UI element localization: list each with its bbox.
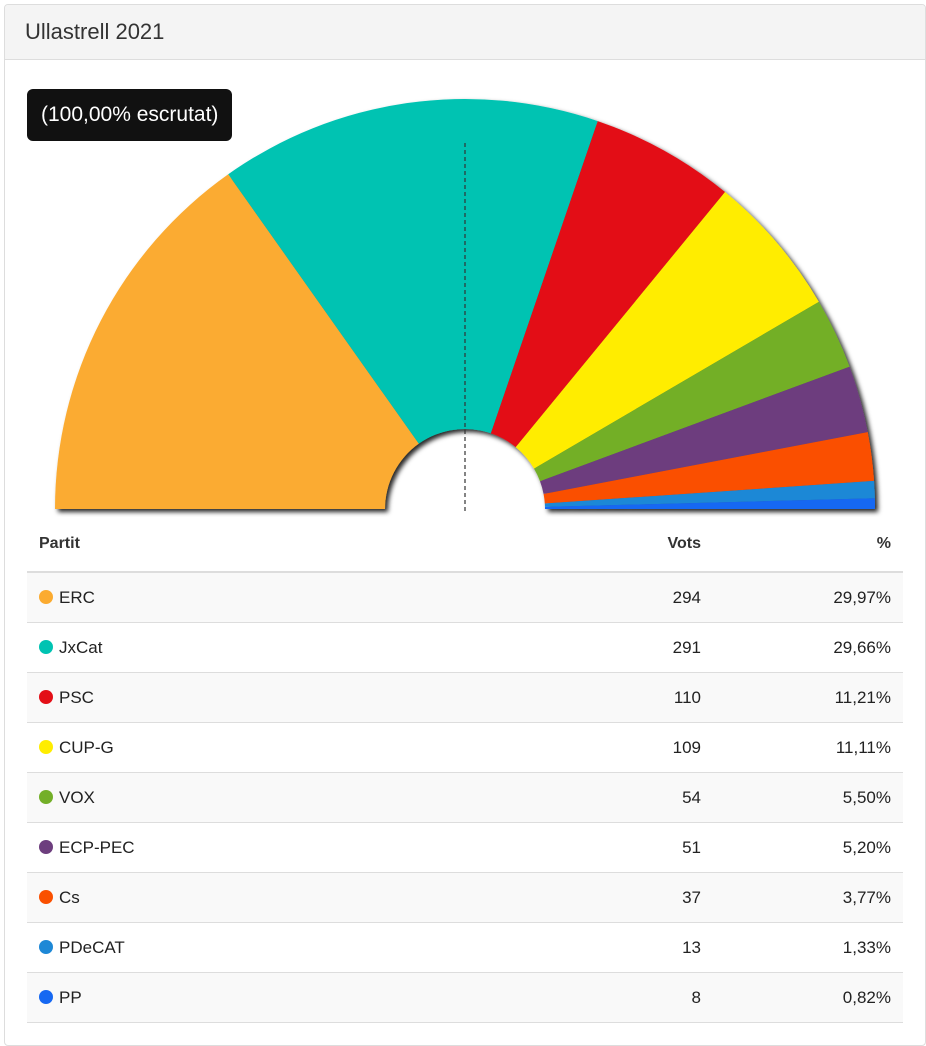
table-body: ERC 294 29,97% JxCat 291 29,66% PSC 110 11,21% CU…	[27, 573, 903, 1023]
slice-pdecat	[544, 480, 875, 507]
slice-cs	[543, 432, 875, 504]
party-color-dot	[39, 989, 53, 1004]
party-pct: 5,50%	[842, 787, 891, 807]
table-row: PP 8 0,82%	[27, 973, 903, 1023]
table-row: Cs 37 3,77%	[27, 873, 903, 923]
row-party: PDeCAT	[27, 938, 541, 958]
header-pct: %	[876, 535, 891, 552]
row-party: CUP-G	[27, 738, 541, 758]
slice-cup-g	[515, 192, 819, 469]
table-row: PDeCAT 13 1,33%	[27, 923, 903, 973]
row-party: PSC	[27, 688, 541, 708]
party-votes: 51	[682, 837, 701, 857]
table-row: ECP-PEC 51 5,20%	[27, 823, 903, 873]
table-row: VOX 54 5,50%	[27, 773, 903, 823]
results-card: Ullastrell 2021 (100,00% escrutat) Parti…	[4, 4, 926, 1046]
slice-pp	[544, 498, 875, 509]
table-row: PSC 110 11,21%	[27, 673, 903, 723]
party-color-dot	[39, 839, 53, 854]
party-name: PSC	[59, 687, 94, 707]
row-party: ERC	[27, 588, 541, 608]
hemicycle-svg	[55, 99, 875, 511]
party-pct: 0,82%	[842, 987, 891, 1007]
party-color-dot	[39, 739, 53, 754]
hemicycle-chart: (100,00% escrutat)	[5, 61, 925, 517]
table-row: JxCat 291 29,66%	[27, 623, 903, 673]
slice-jxcat	[228, 99, 598, 444]
table-row: CUP-G 109 11,11%	[27, 723, 903, 773]
party-color-dot	[39, 689, 53, 704]
row-party: VOX	[27, 788, 541, 808]
party-color-dot	[39, 639, 53, 654]
party-name: JxCat	[59, 637, 103, 657]
row-party: Cs	[27, 888, 541, 908]
party-pct: 1,33%	[842, 937, 891, 957]
scrutiny-badge: (100,00% escrutat)	[27, 89, 233, 141]
table-header: Partit Vots %	[27, 517, 903, 573]
party-name: PP	[59, 987, 82, 1007]
party-pct: 11,21%	[834, 687, 891, 707]
party-pct: 11,11%	[835, 737, 891, 757]
slice-vox	[534, 301, 850, 482]
party-votes: 291	[672, 637, 701, 657]
party-color-dot	[39, 939, 53, 954]
party-color-dot	[39, 589, 53, 604]
party-name: Cs	[59, 887, 80, 907]
header-votes: Vots	[667, 535, 701, 552]
party-votes: 110	[673, 687, 701, 707]
party-pct: 3,77%	[842, 887, 891, 907]
row-party: ECP-PEC	[27, 838, 541, 858]
party-votes: 8	[691, 987, 701, 1007]
party-color-dot	[39, 789, 53, 804]
party-votes: 13	[682, 937, 701, 957]
party-color-dot	[39, 889, 53, 904]
party-name: PDeCAT	[59, 937, 125, 957]
slices-group	[55, 99, 875, 509]
slice-psc	[490, 121, 726, 448]
page-title: Ullastrell 2021	[25, 19, 165, 44]
row-party: PP	[27, 988, 541, 1008]
results-table: Partit Vots % ERC 294 29,97% JxCat 291 29,66%…	[27, 517, 903, 1023]
party-name: ECP-PEC	[59, 837, 135, 857]
party-votes: 109	[672, 737, 701, 757]
party-votes: 37	[682, 887, 701, 907]
party-name: CUP-G	[59, 737, 114, 757]
row-party: JxCat	[27, 638, 541, 658]
party-name: VOX	[59, 787, 95, 807]
party-pct: 5,20%	[842, 837, 891, 857]
slice-ecp-pec	[540, 366, 868, 494]
party-pct: 29,97%	[833, 587, 891, 607]
card-header: Ullastrell 2021	[5, 5, 925, 60]
party-name: ERC	[59, 587, 95, 607]
party-votes: 54	[682, 787, 701, 807]
header-party: Partit	[39, 535, 80, 552]
party-votes: 294	[672, 587, 701, 607]
slice-erc	[55, 174, 419, 509]
table-row: ERC 294 29,97%	[27, 573, 903, 623]
party-pct: 29,66%	[833, 637, 891, 657]
